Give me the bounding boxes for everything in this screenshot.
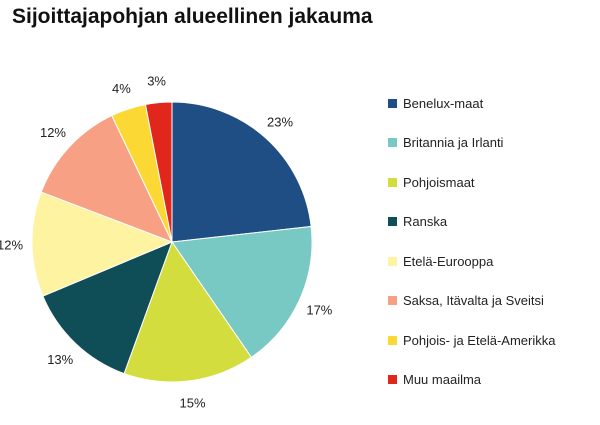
- legend-label: Saksa, Itävalta ja Sveitsi: [403, 293, 544, 308]
- legend-swatch: [388, 177, 397, 187]
- legend-swatch: [388, 335, 397, 345]
- legend-item-amerikka: Pohjois- ja Etelä-Amerikka: [388, 327, 555, 353]
- pie-slice: [144, 101, 173, 243]
- legend-item-benelux: Benelux-maat: [388, 90, 555, 116]
- legend-label: Pohjoismaat: [403, 174, 475, 190]
- legend-item-pohjoismaat: Pohjoismaat: [388, 169, 555, 195]
- pie-slice: [171, 225, 313, 359]
- legend-item-muu-maailma: Muu maailma: [388, 367, 555, 393]
- chart-legend: Benelux-maat Britannia ja Irlanti Pohjoi…: [388, 90, 555, 406]
- legend-label: Pohjois- ja Etelä-Amerikka: [403, 332, 556, 348]
- legend-label: Muu maailma: [403, 372, 482, 387]
- legend-item-britannia: Britannia ja Irlanti: [388, 130, 555, 156]
- pie-data-label: 4%: [112, 81, 131, 96]
- legend-label: Etelä-Eurooppa: [403, 253, 494, 269]
- legend-item-etela-eurooppa: Etelä-Eurooppa: [388, 248, 555, 274]
- legend-swatch: [388, 138, 397, 147]
- legend-label: Benelux-maat: [403, 95, 484, 111]
- pie-slice: [31, 191, 174, 297]
- pie-slice: [42, 241, 173, 375]
- legend-label: Britannia ja Irlanti: [403, 135, 504, 150]
- pie-data-label: 17%: [306, 302, 332, 317]
- legend-swatch: [388, 98, 397, 108]
- chart-title: Sijoittajapohjan alueellinen jakauma: [12, 5, 373, 28]
- legend-swatch: [388, 375, 397, 384]
- pie-data-label: 23%: [267, 114, 293, 129]
- pie-data-label: 12%: [0, 238, 23, 253]
- pie-data-label: 3%: [147, 74, 166, 89]
- legend-swatch: [388, 296, 397, 305]
- legend-swatch: [388, 256, 397, 266]
- pie-data-label: 13%: [47, 352, 73, 367]
- pie-slice: [171, 101, 312, 243]
- pie-data-label: 15%: [179, 396, 205, 411]
- legend-swatch: [388, 217, 397, 226]
- pie-slice: [40, 114, 173, 243]
- legend-label: Ranska: [403, 214, 448, 229]
- legend-item-ranska: Ranska: [388, 209, 555, 235]
- pie-data-label: 12%: [40, 125, 66, 140]
- pie-slice: [123, 240, 253, 383]
- legend-item-saksa: Saksa, Itävalta ja Sveitsi: [388, 288, 555, 314]
